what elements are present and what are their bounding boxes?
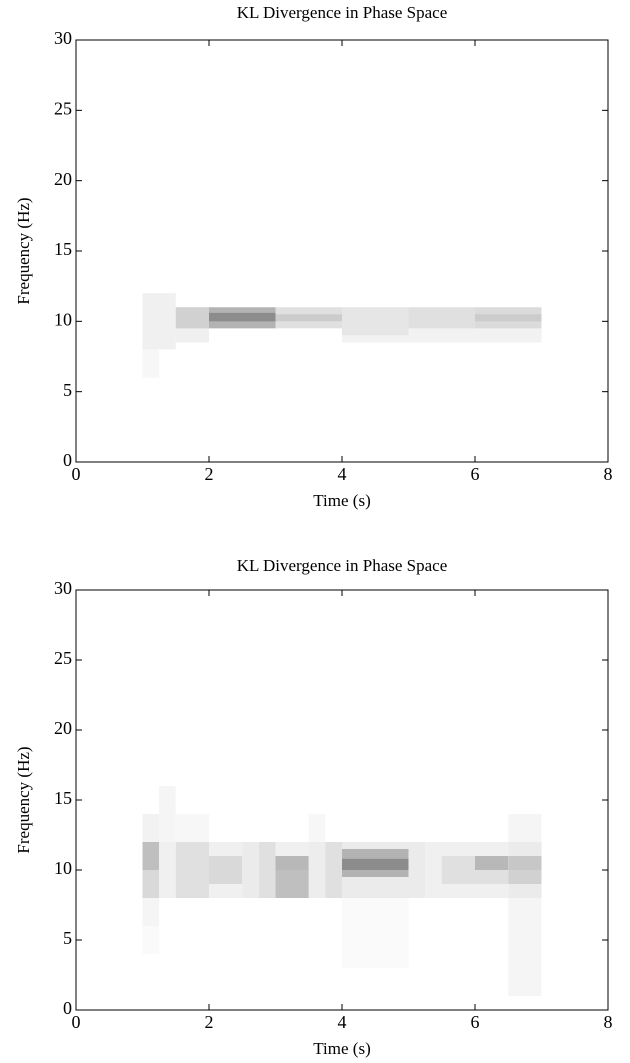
y-axis-label: Frequency (Hz) [14,197,33,304]
y-tick-label: 15 [54,788,72,808]
chart-title: KL Divergence in Phase Space [237,556,448,575]
y-tick-label: 5 [63,928,72,948]
x-tick-label: 0 [72,464,81,484]
heat-cell [275,314,342,322]
plot-frame [75,39,609,463]
heat-cell [508,898,542,996]
x-tick-label: 6 [471,464,480,484]
heat-cell [175,842,209,898]
x-tick-label: 6 [471,1012,480,1032]
heat-cell [342,858,409,870]
y-tick-label: 5 [63,380,72,400]
heat-cell [408,307,475,329]
heat-cell [159,842,176,898]
y-tick-label: 10 [54,309,72,329]
y-tick-label: 25 [54,98,72,118]
x-tick-label: 2 [205,464,214,484]
heat-cell [142,926,160,954]
heat-cell [142,349,160,378]
x-tick-label: 8 [604,1012,613,1032]
heat-cell [258,842,276,898]
y-tick-label: 0 [63,998,72,1018]
heat-cell [342,898,409,968]
heat-cell [475,856,509,870]
heat-cell [209,312,276,322]
heat-cell [508,870,542,884]
x-tick-label: 4 [338,1012,347,1032]
heat-cell [175,814,209,842]
x-tick-label: 4 [338,464,347,484]
y-tick-label: 30 [54,28,72,48]
heat-cell [175,307,209,329]
heat-cell [142,293,176,350]
heat-cell [142,842,160,870]
x-axis-label: Time (s) [313,491,370,510]
heat-cell [508,856,542,870]
heat-cell [308,842,326,898]
heat-cell [475,870,509,884]
heat-cell [408,842,426,898]
heat-cell [508,814,542,842]
y-tick-label: 20 [54,169,72,189]
y-axis-label: Frequency (Hz) [14,746,33,853]
x-tick-label: 2 [205,1012,214,1032]
heat-cell [275,856,309,870]
y-tick-label: 25 [54,648,72,668]
heat-cell [342,307,409,336]
heat-cell [142,870,160,898]
heat-cell [441,856,475,884]
x-tick-label: 0 [72,1012,81,1032]
heat-cell [242,842,259,898]
heat-cell [308,814,326,842]
x-axis-label: Time (s) [313,1039,370,1058]
heat-cell [209,856,243,884]
heat-cell [142,898,160,926]
y-tick-label: 0 [63,450,72,470]
y-tick-label: 20 [54,718,72,738]
heat-cell [325,842,342,898]
heat-cell [275,842,309,856]
x-tick-label: 8 [604,464,613,484]
y-tick-label: 15 [54,239,72,259]
y-tick-label: 10 [54,858,72,878]
heat-cell [159,786,176,842]
heat-cell [475,314,542,322]
chart-title: KL Divergence in Phase Space [237,3,448,22]
heat-cell [142,814,160,842]
heat-cell [425,842,442,898]
y-tick-label: 30 [54,578,72,598]
heat-cell [275,870,309,898]
